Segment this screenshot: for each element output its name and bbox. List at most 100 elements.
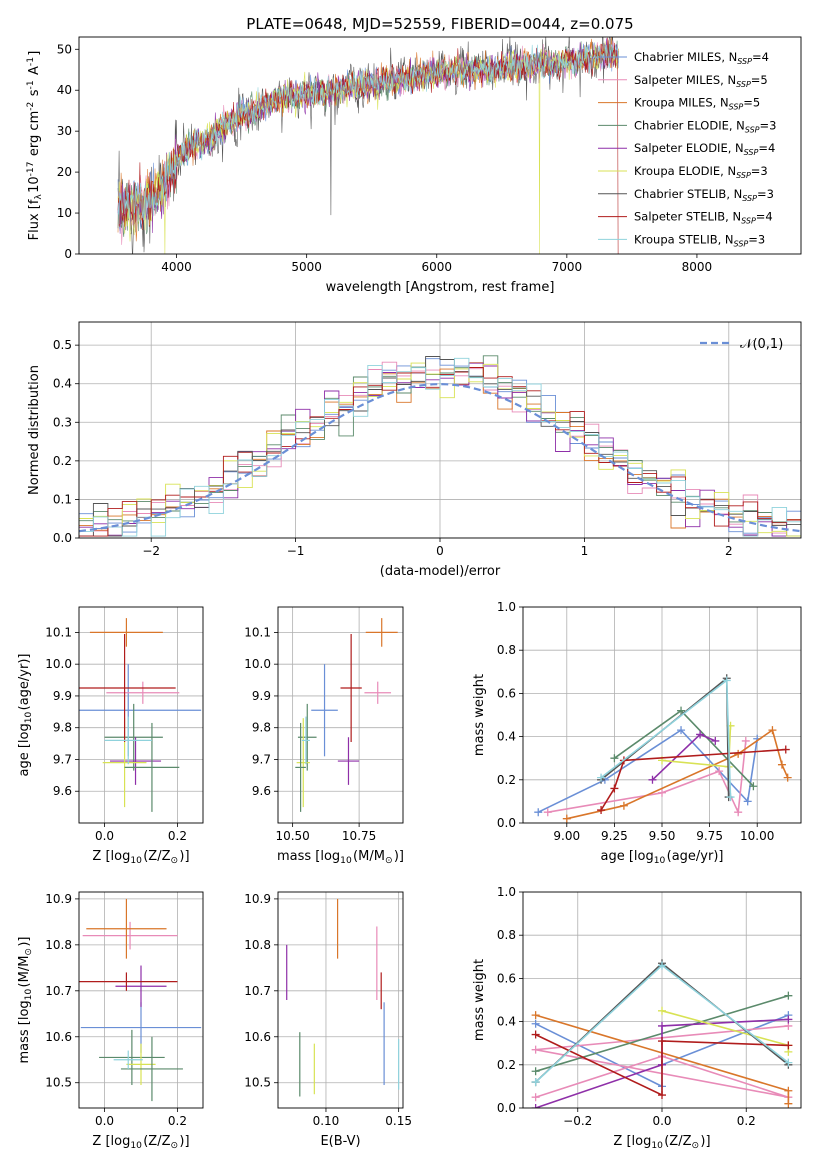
histogram-6 [79, 356, 801, 538]
weight-marker [658, 1006, 666, 1015]
weight-marker [531, 1078, 540, 1087]
weight-marker [597, 773, 606, 782]
x-tick-label: 0.0 [95, 829, 114, 843]
plot-area-residuals [79, 322, 801, 538]
y-tick-label: 0.4 [497, 730, 516, 744]
plot-area-sfh-Z [523, 892, 801, 1108]
x-tick-label: 10.00 [740, 829, 774, 843]
x-axis-label: wavelength [Angstrom, rest frame] [326, 280, 555, 295]
y-tick-label: 10.0 [45, 657, 72, 671]
y-tick-label: 0.0 [497, 1101, 516, 1115]
axes-sfh-Z: −0.2 0.0 0.2 0.0 0.2 0.4 0.6 0.8 1.0 Z [log10 (Z/… [472, 885, 802, 1151]
histogram-8 [79, 357, 801, 538]
y-tick-label: 9.8 [53, 721, 72, 735]
y-axis-label: mass weight [472, 959, 487, 1041]
weight-marker [658, 961, 666, 970]
y-tick-label: 10.6 [45, 1030, 72, 1044]
weight-marker [734, 749, 743, 758]
x-tick-label: 0.0 [652, 1114, 671, 1128]
y-axis-label: age [log10 (age/yr)] [17, 654, 34, 777]
x-tick-label: 10.50 [275, 829, 309, 843]
weight-marker [784, 1099, 793, 1108]
chart-title: PLATE=0648, MJD=52559, FIBERID=0044, z=0… [246, 15, 633, 33]
y-tick-label: 0.5 [53, 338, 72, 352]
weight-marker [531, 1045, 540, 1054]
legend-label: Kroupa MILES, NSSP=5 [634, 96, 760, 112]
x-axis-label: Z [log10 (Z/Z⊙ )] [92, 1134, 189, 1151]
y-axis-label: mass weight [472, 674, 487, 756]
weight-marker [677, 706, 686, 715]
weight-marker [531, 1030, 540, 1039]
weight-marker [781, 745, 790, 754]
y-axis-label: mass [log10 (M/M⊙ )] [17, 936, 34, 1063]
x-tick-label: 9.75 [696, 829, 723, 843]
x-tick-label: 0.0 [95, 1114, 114, 1128]
axes-residuals: −2 −1 0 1 2 0.0 0.1 0.2 0.3 0.4 0.5 (data-model)/er… [27, 321, 802, 579]
weight-marker [734, 808, 743, 817]
plot-area-mass-vs-Z [79, 892, 203, 1108]
weight-marker [531, 1104, 540, 1108]
weight-line-7 [535, 1033, 789, 1097]
weight-marker [543, 808, 552, 817]
plot-area-mass-vs-EBV [278, 892, 403, 1108]
x-tick-label: 10.75 [342, 829, 376, 843]
legend-label: 𝒩(0,1) [740, 337, 783, 352]
weight-marker [610, 784, 619, 793]
weight-marker [531, 1067, 540, 1076]
weight-marker [562, 814, 571, 823]
x-axis-label: mass [log10 (M/M⊙ )] [277, 849, 404, 866]
y-axis-label: Flux [fλ 10-17 erg cm-2 s-1 A-1 ] [26, 51, 44, 241]
weight-marker [696, 730, 705, 739]
weight-marker [658, 1021, 666, 1030]
y-tick-label: 0.4 [53, 377, 72, 391]
weight-marker [749, 782, 758, 791]
weight-marker [784, 1015, 793, 1024]
axes-frame [522, 606, 802, 824]
x-tick-label: 0.15 [385, 1114, 412, 1128]
weight-marker [677, 726, 686, 735]
y-tick-label: 9.7 [53, 752, 72, 766]
y-tick-label: 10.7 [45, 984, 72, 998]
y-tick-label: 30 [57, 124, 72, 138]
plot-area-spectrum [117, 37, 619, 254]
y-tick-label: 9.6 [252, 784, 271, 798]
axes-frame [78, 321, 802, 539]
weight-marker [784, 1041, 793, 1050]
y-tick-label: 10.0 [244, 657, 271, 671]
x-axis-label: age [log10 (age/yr)] [601, 849, 724, 866]
y-tick-label: 0.2 [497, 1058, 516, 1072]
x-axis-label: Z [log10 (Z/Z⊙ )] [92, 849, 189, 866]
weight-marker [768, 726, 777, 735]
x-tick-label: 9.25 [601, 829, 628, 843]
weight-marker [597, 806, 606, 815]
weight-marker [610, 754, 619, 763]
axes-mass-vs-EBV: 0.10 0.15 10.5 10.6 10.7 10.8 10.9 E(B-V) [244, 891, 412, 1149]
x-tick-label: 1 [581, 544, 589, 558]
y-tick-label: 0.0 [53, 531, 72, 545]
y-tick-label: 50 [57, 42, 72, 56]
x-tick-label: −2 [142, 544, 160, 558]
x-tick-label: 0.10 [313, 1114, 340, 1128]
y-tick-label: 10.5 [45, 1076, 72, 1090]
y-tick-label: 0.6 [497, 686, 516, 700]
axes-frame [522, 891, 802, 1109]
weight-marker [711, 736, 720, 745]
plot-area-sfh-age [523, 607, 801, 823]
normal-curve [79, 382, 801, 533]
legend-label: Salpeter MILES, NSSP=5 [634, 73, 768, 89]
y-tick-label: 0.4 [497, 1015, 516, 1029]
axes-age-vs-Z: 0.0 0.2 9.6 9.7 9.8 9.9 10.0 10.1 Z [log10 (Z/Z⊙… [17, 606, 204, 866]
weight-line-7 [600, 748, 786, 811]
axes-frame [277, 891, 404, 1109]
weight-marker [658, 1037, 666, 1046]
y-tick-label: 0.6 [497, 971, 516, 985]
weight-marker [658, 788, 666, 797]
x-tick-label: 0.2 [168, 1114, 187, 1128]
x-tick-label: 4000 [161, 260, 192, 274]
y-tick-label: 9.9 [53, 689, 72, 703]
y-tick-label: 10 [57, 206, 72, 220]
legend-label: Salpeter STELIB, NSSP=4 [634, 210, 773, 226]
y-tick-label: 10.1 [45, 625, 72, 639]
axes-age-vs-mass: 10.50 10.75 9.6 9.7 9.8 9.9 10.0 10.1 mass [log1… [244, 606, 404, 866]
